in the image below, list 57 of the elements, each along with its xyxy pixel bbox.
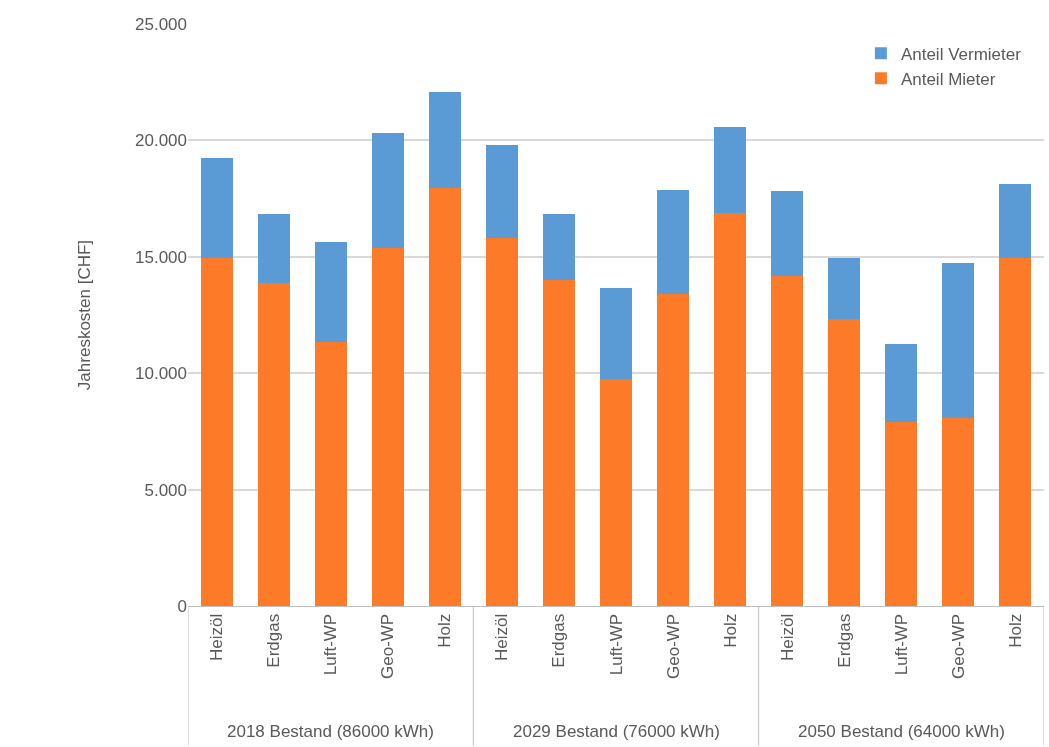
x-tick-label: Luft-WP	[606, 613, 626, 676]
bar	[885, 421, 918, 606]
bar	[200, 257, 233, 606]
x-tick-label: Luft-WP	[321, 613, 341, 676]
bar	[657, 293, 690, 606]
x-tick-label: Holz	[1005, 613, 1025, 648]
x-tick-label: Heizöl	[492, 613, 512, 662]
bar	[428, 188, 461, 606]
bar	[314, 342, 347, 606]
bar	[257, 282, 290, 606]
y-axis-title: Jahreskosten [CHF]	[74, 239, 94, 391]
bar	[257, 213, 290, 283]
bar	[371, 248, 404, 606]
bar	[942, 418, 975, 606]
x-tick-label: Erdgas	[549, 613, 569, 668]
x-tick-label: Erdgas	[834, 613, 854, 668]
text: 2029 Bestand (76000 kWh)	[513, 722, 720, 741]
legend-label: Anteil Vermieter	[900, 44, 1022, 64]
bar	[771, 276, 804, 606]
x-tick-label: Erdgas	[264, 613, 284, 668]
y-tick-label: 5.000	[144, 480, 187, 500]
x-tick-label: Holz	[720, 613, 740, 648]
bar	[771, 190, 804, 277]
text: 2050 Bestand (64000 kWh)	[798, 722, 1005, 741]
y-tick-label: 0	[177, 596, 187, 616]
bar	[942, 262, 975, 419]
x-tick-label: Heizöl	[207, 613, 227, 662]
x-tick-label: Geo-WP	[378, 613, 398, 679]
bar	[485, 238, 518, 606]
bar	[657, 190, 690, 294]
bar	[714, 126, 747, 214]
bar	[714, 213, 747, 606]
bar	[600, 287, 632, 379]
y-tick-label: 15.000	[135, 247, 187, 267]
bar	[485, 144, 518, 239]
x-tick-label: Luft-WP	[891, 613, 911, 676]
bar	[371, 132, 404, 249]
bar	[828, 318, 861, 606]
text: 2018 Bestand (86000 kWh)	[227, 722, 434, 741]
x-tick-label: Geo-WP	[948, 613, 968, 679]
bar	[885, 343, 918, 422]
x-tick-label: Holz	[435, 613, 455, 648]
y-tick-label: 20.000	[135, 131, 187, 151]
legend-label: Anteil Mieter	[900, 69, 996, 89]
bar	[999, 257, 1032, 606]
bar	[200, 157, 233, 258]
bar	[428, 91, 461, 189]
bar	[542, 279, 575, 606]
bar	[999, 184, 1032, 258]
bar	[600, 378, 632, 606]
bar	[314, 242, 347, 343]
bar	[542, 214, 575, 280]
bar	[828, 258, 861, 319]
x-tick-label: Heizöl	[777, 613, 797, 662]
y-tick-label: 25.000	[135, 14, 187, 34]
y-tick-label: 10.000	[135, 364, 187, 384]
x-tick-label: Geo-WP	[663, 613, 683, 679]
